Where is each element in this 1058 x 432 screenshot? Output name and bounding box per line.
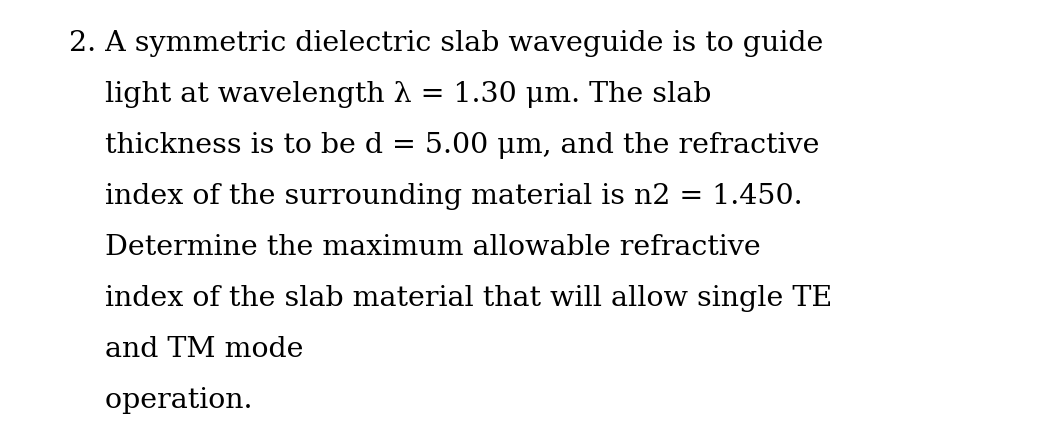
Text: operation.: operation. bbox=[69, 387, 252, 414]
Text: 2. A symmetric dielectric slab waveguide is to guide: 2. A symmetric dielectric slab waveguide… bbox=[69, 30, 823, 57]
Text: index of the surrounding material is n2 = 1.450.: index of the surrounding material is n2 … bbox=[69, 183, 802, 210]
Text: Determine the maximum allowable refractive: Determine the maximum allowable refracti… bbox=[69, 234, 761, 261]
Text: and TM mode: and TM mode bbox=[69, 336, 304, 363]
Text: light at wavelength λ = 1.30 μm. The slab: light at wavelength λ = 1.30 μm. The sla… bbox=[69, 81, 711, 108]
Text: index of the slab material that will allow single TE: index of the slab material that will all… bbox=[69, 285, 832, 312]
Text: thickness is to be d = 5.00 μm, and the refractive: thickness is to be d = 5.00 μm, and the … bbox=[69, 132, 819, 159]
